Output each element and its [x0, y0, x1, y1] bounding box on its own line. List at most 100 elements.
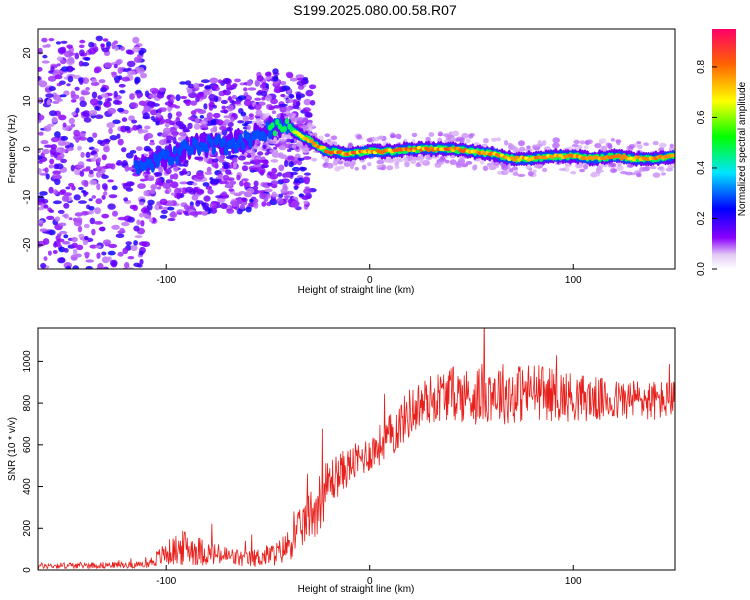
heatmap-cell [296, 117, 304, 121]
heatmap-cell [221, 128, 228, 136]
heatmap-cell [248, 165, 257, 171]
heatmap-cell [131, 119, 138, 124]
heatmap-cell [93, 67, 100, 74]
heatmap-cell [48, 209, 55, 213]
heatmap-cell [261, 96, 266, 101]
heatmap-cell [175, 120, 184, 127]
heatmap-cell [266, 182, 273, 186]
heatmap-cell [594, 172, 601, 177]
heatmap-cell [88, 206, 95, 211]
heatmap-cell [57, 98, 63, 102]
heatmap-cell [56, 56, 64, 62]
heatmap-cell [649, 165, 657, 170]
heatmap-cell [259, 83, 266, 89]
heatmap-cell [104, 62, 112, 69]
heatmap-cell [80, 151, 85, 158]
y-tick-label: 20 [22, 47, 33, 59]
heatmap-cell [155, 177, 163, 184]
heatmap-cell [89, 179, 97, 186]
heatmap-cell [208, 103, 214, 111]
heatmap-cell [158, 108, 163, 114]
heatmap-cell [88, 41, 95, 48]
heatmap-cell [227, 104, 234, 112]
heatmap-cell [85, 151, 91, 158]
heatmap-cell [41, 37, 48, 43]
heatmap-cell [107, 179, 114, 183]
heatmap-cell [97, 263, 104, 269]
heatmap-cell [228, 188, 234, 192]
heatmap-cell [38, 131, 44, 136]
heatmap-cell [150, 188, 156, 195]
heatmap-cell [172, 145, 177, 156]
heatmap-cell [617, 153, 622, 158]
heatmap-cell [284, 143, 294, 149]
heatmap-cell [210, 207, 218, 214]
heatmap-cell [189, 201, 194, 207]
heatmap-cell [85, 259, 94, 263]
heatmap-x-ticks: -100 0 100 [156, 264, 582, 286]
heatmap-cell [652, 172, 661, 178]
heatmap-cell [237, 155, 246, 161]
heatmap-cell [272, 68, 279, 75]
heatmap-cell [42, 238, 50, 245]
heatmap-cell [74, 212, 83, 217]
heatmap-cell [201, 202, 207, 206]
heatmap-cell [246, 79, 253, 87]
heatmap-cell [617, 161, 622, 167]
heatmap-cell [91, 150, 97, 155]
heatmap-cell [165, 149, 170, 159]
heatmap-cell [512, 158, 517, 162]
heatmap-cell [70, 164, 75, 172]
heatmap-cell [610, 137, 615, 142]
heatmap-cell [195, 173, 205, 180]
heatmap-cell [552, 142, 560, 149]
heatmap-cell [610, 162, 617, 168]
heatmap-cell [273, 146, 278, 150]
heatmap-cell [279, 138, 287, 142]
heatmap-cell [47, 250, 52, 256]
heatmap-cell [248, 138, 253, 149]
heatmap-cell [96, 183, 101, 191]
heatmap-cell [72, 265, 80, 269]
heatmap-cell [243, 182, 251, 187]
heatmap-cell [526, 145, 531, 150]
heatmap-cell [252, 159, 262, 165]
heatmap-cell [43, 125, 52, 132]
heatmap-cell [60, 158, 67, 164]
heatmap-cell [199, 124, 209, 128]
heatmap-cell [116, 160, 123, 166]
heatmap-cell [167, 217, 176, 222]
heatmap-cell [115, 59, 121, 66]
heatmap-cell [82, 77, 90, 84]
heatmap-cell [45, 274, 51, 278]
heatmap-y-ticks: -20 -10 0 10 20 [22, 47, 43, 252]
heatmap-cell [516, 158, 522, 162]
heatmap-cell [140, 72, 148, 79]
heatmap-cell [40, 140, 49, 145]
heatmap-cell [84, 57, 91, 61]
heatmap-cell [109, 135, 118, 141]
colorbar-tick-label: 0.8 [696, 60, 707, 74]
heatmap-cell [242, 161, 252, 165]
heatmap-cell [80, 89, 88, 96]
heatmap-cell [291, 143, 297, 149]
heatmap-cell [59, 149, 67, 153]
x-tick-label: -100 [156, 576, 176, 587]
heatmap-cell [236, 209, 243, 215]
heatmap-cell [242, 123, 248, 127]
heatmap-cell [146, 101, 155, 107]
heatmap-cell [248, 113, 254, 118]
heatmap-cell [148, 218, 153, 223]
heatmap-cell [584, 140, 589, 145]
heatmap-cell [154, 203, 161, 211]
heatmap-cell [71, 242, 78, 248]
heatmap-cell [83, 117, 92, 123]
heatmap-cell [60, 59, 66, 65]
heatmap-cell [482, 165, 489, 172]
heatmap-cell [60, 135, 68, 141]
heatmap-cell [213, 125, 218, 132]
heatmap-cell [670, 153, 675, 158]
heatmap-cell [133, 225, 140, 232]
heatmap-cell [65, 266, 72, 269]
heatmap-cell [127, 67, 132, 71]
